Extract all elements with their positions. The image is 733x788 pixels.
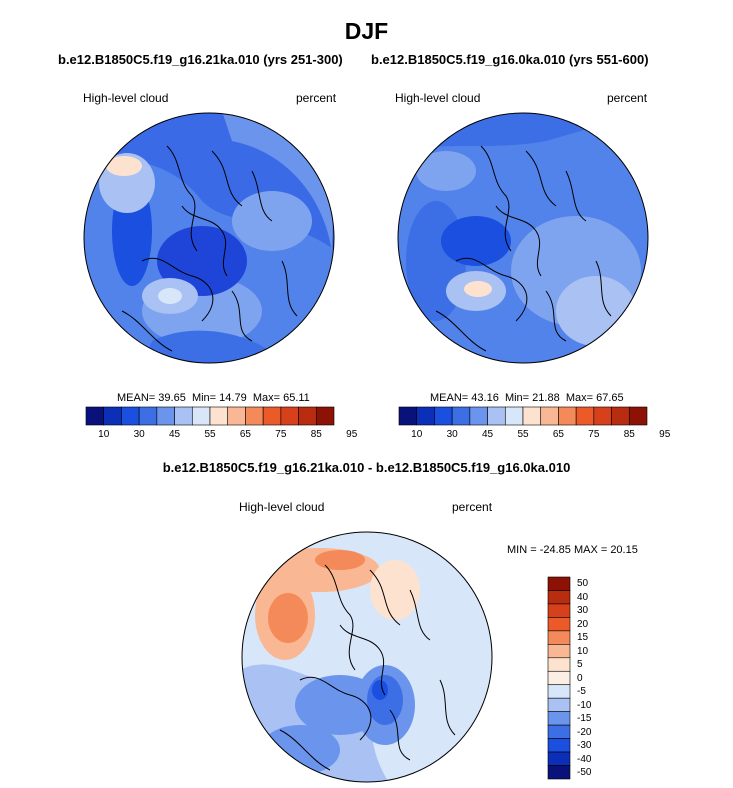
colorbar-box	[191, 406, 211, 426]
colorbar-label: 75	[275, 429, 287, 440]
colorbar-box	[315, 406, 335, 426]
colorbar-box	[85, 406, 105, 426]
colorbar-label: -5	[577, 686, 586, 698]
colorbar-label: 75	[588, 429, 600, 440]
colorbar-box	[547, 603, 571, 618]
colorbar-box	[547, 670, 571, 686]
colorbar-box	[547, 576, 571, 591]
colorbar-label: 10	[577, 645, 589, 657]
colorbar-box	[547, 724, 571, 739]
colorbar-box	[156, 406, 175, 426]
diff-units-label: percent	[452, 500, 493, 514]
colorbar-box	[547, 644, 571, 659]
colorbar-box	[469, 406, 488, 426]
colorbar-box	[103, 406, 122, 426]
panel1-variable-label: High-level cloud	[83, 91, 169, 105]
colorbar-box	[451, 406, 471, 426]
colorbar-label: 15	[577, 632, 589, 644]
colorbar-box	[547, 751, 571, 766]
colorbar-box	[416, 406, 435, 426]
colorbar-box	[138, 406, 158, 426]
diff-polar-map	[241, 531, 493, 783]
colorbar-box	[540, 406, 559, 426]
colorbar-label: -20	[577, 726, 592, 738]
colorbar-box	[298, 406, 317, 426]
colorbar-label: -40	[577, 753, 592, 765]
diff-variable-label: High-level cloud	[239, 500, 325, 514]
colorbar-box	[547, 684, 571, 699]
colorbar-label: 65	[552, 429, 564, 440]
colorbar-box	[547, 617, 571, 632]
diff-minmax: MIN = -24.85 MAX = 20.15	[507, 544, 638, 556]
colorbar-label: 85	[623, 429, 635, 440]
colorbar-box	[547, 630, 571, 645]
colorbar-label: 30	[446, 429, 458, 440]
colorbar-box	[262, 406, 282, 426]
colorbar-label: 30	[577, 605, 589, 617]
colorbar-label: 65	[239, 429, 251, 440]
colorbar-box	[174, 406, 193, 426]
panel1-case-name: b.e12.B1850C5.f19_g16.21ka.010 (yrs 251-…	[58, 52, 343, 67]
colorbar-label: 10	[98, 429, 110, 440]
panel2-colorbar	[398, 406, 648, 426]
diff-colorbar	[547, 576, 571, 780]
colorbar-label: -10	[577, 699, 592, 711]
colorbar-box	[547, 697, 571, 712]
colorbar-label: -15	[577, 713, 592, 725]
colorbar-box	[434, 406, 453, 426]
colorbar-box	[547, 657, 571, 672]
panel2-case-name: b.e12.B1850C5.f19_g16.0ka.010 (yrs 551-6…	[371, 52, 649, 67]
colorbar-box	[487, 406, 506, 426]
colorbar-label: 45	[169, 429, 181, 440]
colorbar-box	[547, 711, 571, 726]
colorbar-label: 50	[577, 578, 589, 590]
colorbar-label: 20	[577, 618, 589, 630]
colorbar-box	[593, 406, 612, 426]
colorbar-label: 45	[482, 429, 494, 440]
colorbar-label: 55	[204, 429, 216, 440]
colorbar-label: 95	[346, 429, 358, 440]
colorbar-label: 85	[310, 429, 322, 440]
colorbar-label: 95	[659, 429, 671, 440]
panel1-colorbar	[85, 406, 335, 426]
colorbar-box	[575, 406, 595, 426]
colorbar-box	[227, 406, 246, 426]
panel1-stats: MEAN= 39.65 Min= 14.79 Max= 65.11	[117, 392, 310, 404]
colorbar-box	[547, 590, 571, 605]
colorbar-box	[280, 406, 299, 426]
panel2-polar-map	[397, 112, 649, 364]
panel2-variable-label: High-level cloud	[395, 91, 481, 105]
colorbar-box	[522, 406, 542, 426]
colorbar-box	[121, 406, 140, 426]
panel1-units-label: percent	[296, 91, 337, 105]
colorbar-box	[504, 406, 524, 426]
colorbar-label: 0	[577, 672, 583, 684]
colorbar-label: 5	[577, 659, 583, 671]
colorbar-box	[558, 406, 577, 426]
colorbar-label: -50	[577, 767, 592, 778]
colorbar-box	[628, 406, 648, 426]
panel2-units-label: percent	[607, 91, 648, 105]
colorbar-box	[209, 406, 229, 426]
colorbar-label: 10	[411, 429, 423, 440]
colorbar-box	[245, 406, 264, 426]
diff-title: b.e12.B1850C5.f19_g16.21ka.010 - b.e12.B…	[162, 460, 571, 475]
panel2-stats: MEAN= 43.16 Min= 21.88 Max= 67.65	[430, 392, 624, 404]
colorbar-box	[547, 738, 571, 753]
colorbar-label: 40	[577, 591, 589, 603]
panel1-polar-map	[83, 112, 335, 364]
colorbar-box	[398, 406, 418, 426]
colorbar-box	[611, 406, 630, 426]
colorbar-label: 30	[133, 429, 145, 440]
colorbar-box	[547, 765, 571, 780]
page-title: DJF	[344, 18, 389, 44]
colorbar-label: -30	[577, 740, 592, 752]
colorbar-label: 55	[517, 429, 529, 440]
